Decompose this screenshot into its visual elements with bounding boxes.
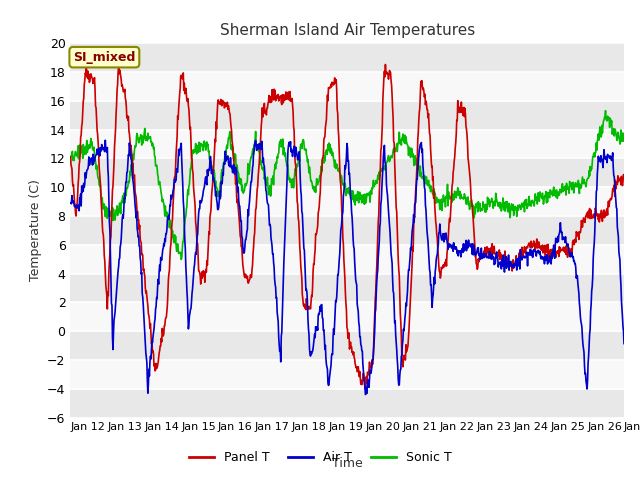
Title: Sherman Island Air Temperatures: Sherman Island Air Temperatures	[220, 23, 475, 38]
Bar	[70, 72, 624, 101]
Legend: Panel T, Air T, Sonic T: Panel T, Air T, Sonic T	[184, 446, 456, 469]
Bar	[70, 43, 624, 72]
Y-axis label: Temperature (C): Temperature (C)	[29, 180, 42, 281]
Bar	[70, 158, 624, 187]
Bar	[70, 101, 624, 130]
Bar	[70, 187, 624, 216]
Bar	[70, 245, 624, 274]
Text: SI_mixed: SI_mixed	[73, 51, 136, 64]
Bar	[70, 360, 624, 389]
Bar	[70, 130, 624, 158]
Bar	[70, 274, 624, 302]
X-axis label: Time: Time	[332, 457, 363, 470]
Bar	[70, 216, 624, 245]
Bar	[70, 331, 624, 360]
Bar	[70, 302, 624, 331]
Bar	[70, 389, 624, 418]
